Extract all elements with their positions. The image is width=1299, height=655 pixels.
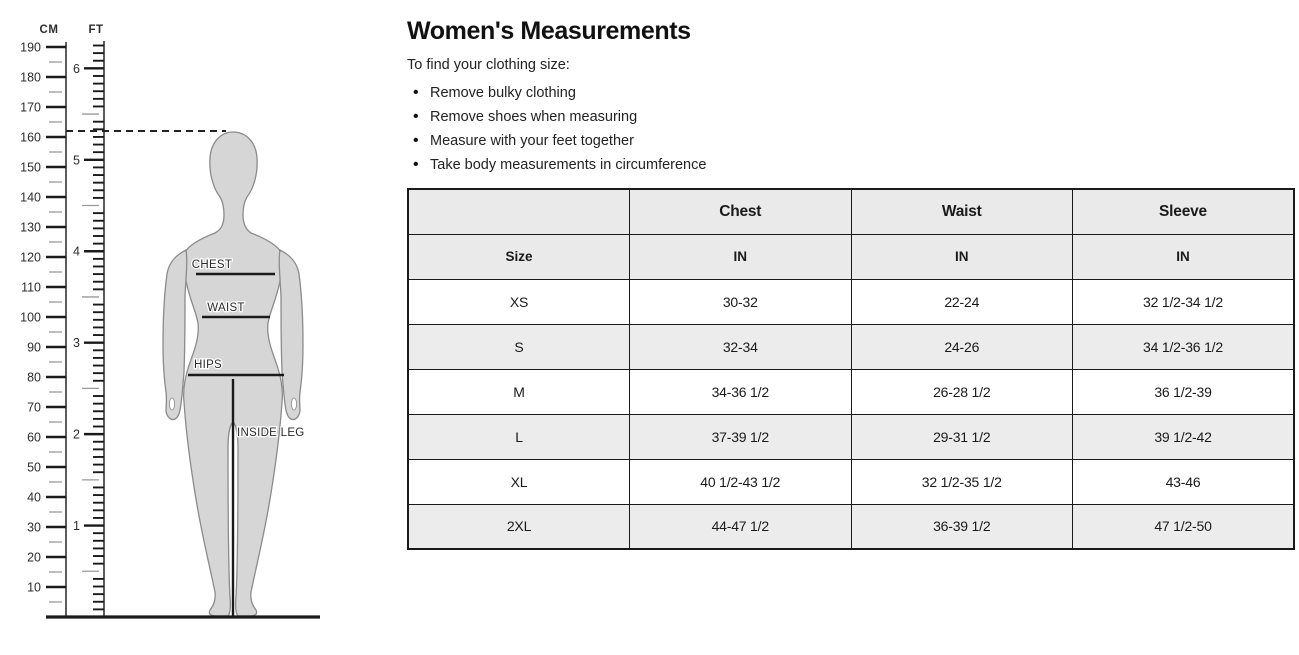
sleeve-cell: 36 1/2-39 xyxy=(1072,368,1295,415)
measurement-diagram: CM FT 190 180 170 160 150 140 130 120 110 100 90 80… xyxy=(0,0,360,650)
waist-cell: 26-28 1/2 xyxy=(850,368,1073,415)
svg-text:70: 70 xyxy=(27,401,41,415)
svg-text:160: 160 xyxy=(20,131,41,145)
header-waist: Waist xyxy=(850,188,1073,235)
inside-leg-label: INSIDE LEG xyxy=(237,427,305,439)
instruction-item: Measure with your feet together xyxy=(407,129,1295,153)
table-row: L 37-39 1/2 29-31 1/2 39 1/2-42 xyxy=(407,413,1295,460)
chest-cell: 37-39 1/2 xyxy=(629,413,852,460)
table-unit-row: Size IN IN IN xyxy=(407,233,1295,280)
size-cell: XS xyxy=(407,278,630,325)
table-header-row: Chest Waist Sleeve xyxy=(407,188,1295,235)
sleeve-cell: 32 1/2-34 1/2 xyxy=(1072,278,1295,325)
table-row: XS 30-32 22-24 32 1/2-34 1/2 xyxy=(407,278,1295,325)
waist-label: WAIST xyxy=(207,302,245,314)
chest-cell: 30-32 xyxy=(629,278,852,325)
size-cell: M xyxy=(407,368,630,415)
sleeve-cell: 34 1/2-36 1/2 xyxy=(1072,323,1295,370)
size-column-header: Size xyxy=(407,233,630,280)
figure-left-arm xyxy=(162,249,188,421)
waist-cell: 36-39 1/2 xyxy=(850,503,1073,550)
svg-text:5: 5 xyxy=(73,153,80,167)
svg-text:150: 150 xyxy=(20,161,41,175)
svg-text:2: 2 xyxy=(73,428,80,442)
left-hand-detail xyxy=(168,397,175,411)
chest-cell: 32-34 xyxy=(629,323,852,370)
size-cell: 2XL xyxy=(407,503,630,550)
hips-label: HIPS xyxy=(194,359,222,371)
svg-text:4: 4 xyxy=(73,245,80,259)
ruler-ticks: 1901801701601501401301201101009080706050… xyxy=(20,41,104,611)
header-corner-cell xyxy=(407,188,630,235)
size-cell: L xyxy=(407,413,630,460)
svg-text:100: 100 xyxy=(20,311,41,325)
unit-cell: IN xyxy=(629,233,852,280)
sleeve-cell: 47 1/2-50 xyxy=(1072,503,1295,550)
svg-text:6: 6 xyxy=(73,62,80,76)
size-cell: XL xyxy=(407,458,630,505)
unit-cell: IN xyxy=(850,233,1073,280)
table-row: 2XL 44-47 1/2 36-39 1/2 47 1/2-50 xyxy=(407,503,1295,550)
size-guide-content: Women's Measurements To find your clothi… xyxy=(407,17,1295,550)
instruction-item: Remove bulky clothing xyxy=(407,81,1295,105)
svg-text:190: 190 xyxy=(20,41,41,55)
sleeve-cell: 43-46 xyxy=(1072,458,1295,505)
svg-text:180: 180 xyxy=(20,71,41,85)
svg-text:60: 60 xyxy=(27,431,41,445)
waist-cell: 22-24 xyxy=(850,278,1073,325)
size-table: Chest Waist Sleeve Size IN IN IN XS 30-3… xyxy=(407,188,1295,550)
table-row: S 32-34 24-26 34 1/2-36 1/2 xyxy=(407,323,1295,370)
svg-text:120: 120 xyxy=(20,251,41,265)
header-chest: Chest xyxy=(629,188,852,235)
waist-cell: 29-31 1/2 xyxy=(850,413,1073,460)
measurement-diagram-svg: CM FT 1901801701601501401301201101009080… xyxy=(20,24,320,619)
header-sleeve: Sleeve xyxy=(1072,188,1295,235)
svg-text:90: 90 xyxy=(27,341,41,355)
table-row: XL 40 1/2-43 1/2 32 1/2-35 1/2 43-46 xyxy=(407,458,1295,505)
svg-text:140: 140 xyxy=(20,191,41,205)
waist-cell: 32 1/2-35 1/2 xyxy=(850,458,1073,505)
chest-cell: 44-47 1/2 xyxy=(629,503,852,550)
unit-cell: IN xyxy=(1072,233,1295,280)
table-row: M 34-36 1/2 26-28 1/2 36 1/2-39 xyxy=(407,368,1295,415)
intro-text: To find your clothing size: xyxy=(407,57,570,73)
svg-text:3: 3 xyxy=(73,336,80,350)
sleeve-cell: 39 1/2-42 xyxy=(1072,413,1295,460)
instruction-item: Remove shoes when measuring xyxy=(407,105,1295,129)
waist-cell: 24-26 xyxy=(850,323,1073,370)
page-title: Women's Measurements xyxy=(407,17,691,45)
svg-text:110: 110 xyxy=(21,281,41,295)
svg-text:40: 40 xyxy=(27,491,41,505)
chest-label: CHEST xyxy=(192,259,232,271)
svg-text:30: 30 xyxy=(27,521,41,535)
measurement-markers: CHEST WAIST HIPS INSIDE LEG xyxy=(188,258,306,616)
instruction-item: Take body measurements in circumference xyxy=(407,153,1295,177)
svg-text:10: 10 xyxy=(27,581,41,595)
right-hand-detail xyxy=(290,397,297,411)
svg-text:80: 80 xyxy=(27,371,41,385)
cm-ruler-label: CM xyxy=(40,24,59,36)
svg-text:50: 50 xyxy=(27,461,41,475)
chest-cell: 40 1/2-43 1/2 xyxy=(629,458,852,505)
svg-text:1: 1 xyxy=(73,519,80,533)
figure-right-arm xyxy=(278,249,304,421)
svg-text:170: 170 xyxy=(20,101,41,115)
svg-text:130: 130 xyxy=(20,221,41,235)
size-cell: S xyxy=(407,323,630,370)
ft-ruler-label: FT xyxy=(88,24,103,36)
instructions-list: Remove bulky clothing Remove shoes when … xyxy=(407,81,1295,177)
chest-cell: 34-36 1/2 xyxy=(629,368,852,415)
svg-text:20: 20 xyxy=(27,551,41,565)
